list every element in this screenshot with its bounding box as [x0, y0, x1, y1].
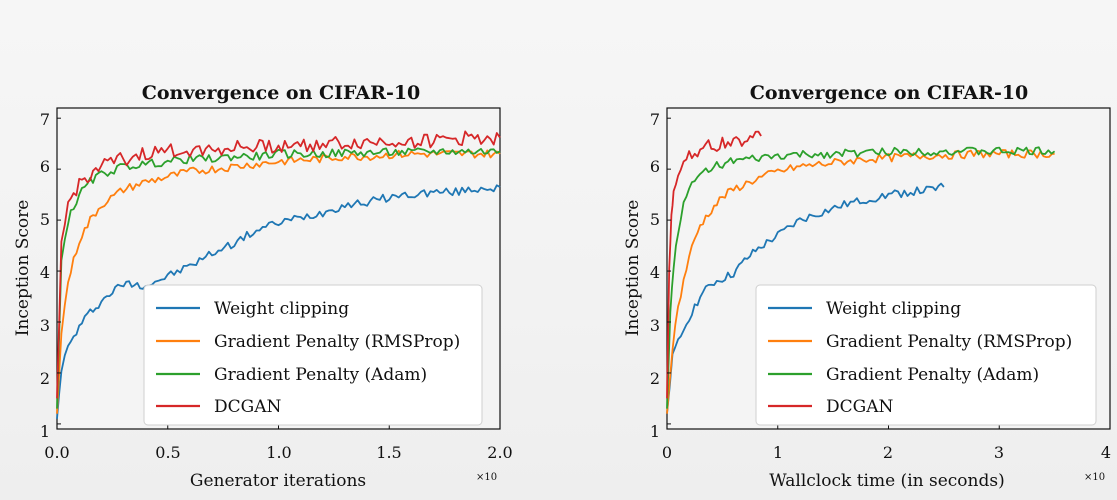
legend-entry: Gradient Penalty (Adam)	[214, 365, 427, 385]
chart-left: Convergence on CIFAR-10 0.0 0.5 1.0 1.5 …	[13, 82, 513, 491]
legend-entry: DCGAN	[826, 397, 893, 417]
x-axis-label: Wallclock time (in seconds)	[769, 471, 1004, 491]
series-line-dcgan	[666, 130, 762, 399]
series-line-gradient-penalty-rmsprop	[666, 149, 1055, 414]
series-lines	[56, 130, 501, 419]
y-tick-label: 2	[40, 369, 50, 388]
series-line-gradient-penalty-adam	[666, 146, 1056, 409]
x-axis-multiplier: ×10	[1084, 472, 1105, 483]
y-tick-label: 7	[40, 110, 50, 129]
y-ticks: 1 2 3 4 5 6 7	[650, 110, 671, 441]
y-tick-label: 5	[650, 210, 660, 229]
x-tick-label: 2	[883, 443, 893, 462]
legend-box	[143, 284, 483, 426]
y-tick-label: 7	[650, 110, 660, 129]
legend-box	[755, 284, 1097, 426]
y-tick-label: 5	[40, 210, 50, 229]
legend-entry: Gradient Penalty (RMSProp)	[214, 332, 460, 352]
y-tick-label: 2	[650, 369, 660, 388]
chart-title: Convergence on CIFAR-10	[750, 82, 1029, 104]
x-axis-multiplier: ×10	[476, 472, 497, 483]
legend: Weight clipping Gradient Penalty (RMSPro…	[755, 284, 1097, 426]
x-axis-label: Generator iterations	[190, 471, 366, 491]
chart-right: Convergence on CIFAR-10 0 1 2 3 4 1 2 3 …	[623, 82, 1111, 491]
legend-entry: Weight clipping	[214, 299, 349, 319]
series-lines	[666, 130, 1056, 414]
chart-title: Convergence on CIFAR-10	[142, 82, 421, 104]
legend-entry: DCGAN	[214, 397, 281, 417]
x-tick-label: 0.0	[44, 443, 69, 462]
y-tick-label: 1	[40, 422, 50, 441]
x-tick-label: 1.0	[266, 443, 291, 462]
legend: Weight clipping Gradient Penalty (RMSPro…	[143, 284, 483, 426]
legend-entry: Weight clipping	[826, 299, 961, 319]
y-tick-label: 6	[40, 157, 50, 176]
x-tick-label: 3	[994, 443, 1004, 462]
y-tick-label: 4	[650, 263, 660, 282]
legend-entry: Gradient Penalty (RMSProp)	[826, 332, 1072, 352]
x-tick-label: 1.5	[376, 443, 401, 462]
y-tick-label: 3	[40, 316, 50, 335]
y-axis-label: Inception Score	[623, 200, 643, 337]
x-ticks: 0.0 0.5 1.0 1.5 2.0	[44, 425, 513, 462]
x-tick-label: 2.0	[487, 443, 512, 462]
y-tick-label: 4	[40, 263, 50, 282]
series-line-weight-clipping	[56, 184, 501, 419]
y-tick-label: 6	[650, 157, 660, 176]
series-line-gradient-penalty-rmsprop	[56, 149, 501, 414]
x-tick-label: 4	[1101, 443, 1111, 462]
legend-entry: Gradient Penalty (Adam)	[826, 365, 1039, 385]
y-tick-label: 1	[650, 422, 660, 441]
series-line-weight-clipping	[666, 182, 945, 414]
x-tick-label: 0	[662, 443, 672, 462]
x-tick-label: 1	[773, 443, 783, 462]
x-tick-label: 0.5	[155, 443, 180, 462]
y-tick-label: 3	[650, 316, 660, 335]
x-ticks: 0 1 2 3 4	[662, 425, 1111, 462]
y-axis-label: Inception Score	[13, 200, 33, 337]
y-ticks: 1 2 3 4 5 6 7	[40, 110, 61, 441]
series-line-dcgan	[56, 130, 501, 399]
